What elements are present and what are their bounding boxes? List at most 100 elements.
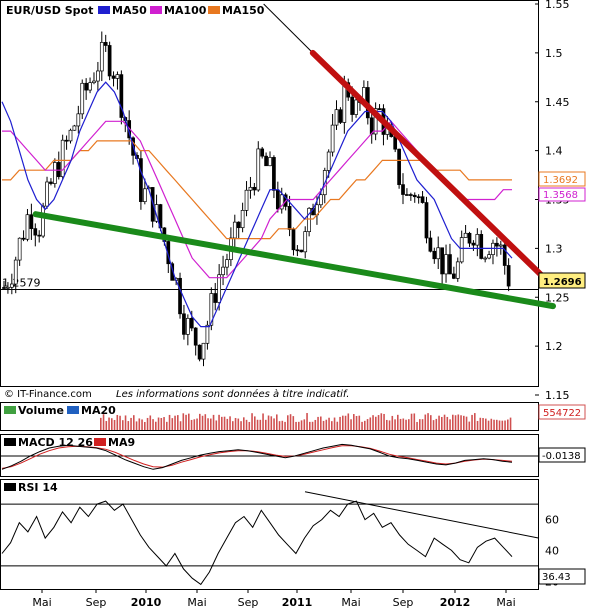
- candle-body: [111, 75, 116, 79]
- volume-bar: [124, 415, 127, 430]
- volume-bar: [155, 421, 157, 430]
- volume-bar: [122, 420, 124, 430]
- volume-bar: [163, 417, 165, 430]
- volume-bar: [185, 414, 187, 430]
- volume-bar: [347, 413, 350, 430]
- volume-bar: [446, 416, 449, 430]
- volume-bar: [485, 418, 487, 430]
- legend-macd-ma9: MA9: [108, 436, 135, 449]
- candle-body: [139, 158, 143, 202]
- volume-bar: [157, 417, 160, 430]
- volume-bar: [408, 419, 410, 430]
- volume-bar: [135, 421, 138, 430]
- volume-bar: [496, 419, 498, 430]
- candle-body: [373, 108, 378, 135]
- price-candles: [2, 31, 511, 367]
- candle-body: [444, 254, 448, 275]
- volume-bar: [237, 418, 240, 430]
- volume-bar: [111, 418, 113, 430]
- volume-bar: [141, 419, 143, 430]
- candle-body: [37, 234, 42, 237]
- volume-bar: [353, 414, 355, 430]
- volume-bar: [501, 420, 504, 430]
- candle-body: [154, 204, 159, 222]
- candle-body: [236, 221, 241, 229]
- price-tick-label: 1.4: [545, 145, 563, 158]
- volume-bar: [201, 415, 204, 430]
- volume-bar: [256, 419, 259, 430]
- volume-bar: [402, 418, 405, 430]
- candle-body: [197, 344, 202, 360]
- legend-volume-swatch: [4, 406, 16, 414]
- candle-body: [467, 232, 472, 244]
- volume-bar: [281, 420, 284, 430]
- volume-bar: [490, 418, 493, 430]
- last-price: 1.2696: [543, 277, 582, 288]
- candle-body: [99, 42, 104, 72]
- candle-body: [29, 214, 34, 229]
- candle-body: [452, 273, 456, 279]
- candle-body: [272, 157, 276, 191]
- volume-bar: [212, 414, 215, 430]
- volume-bar: [463, 415, 465, 430]
- candle-body: [268, 157, 272, 167]
- volume-bar: [465, 416, 468, 430]
- rsi-tick-label: 40: [545, 544, 559, 557]
- volume-bar: [468, 421, 471, 430]
- candle-body: [33, 228, 38, 236]
- time-tick-label: 2012: [440, 596, 471, 609]
- price-tick-label: 1.15: [545, 389, 570, 402]
- ma150-value: 1.3692: [543, 175, 578, 186]
- candle-body: [475, 234, 480, 246]
- legend-macd: MACD 12 26: [18, 436, 93, 449]
- volume-bar: [179, 421, 182, 430]
- candle-body: [401, 184, 405, 195]
- candle-body: [256, 148, 261, 191]
- candle-body: [416, 196, 421, 199]
- candle-body: [334, 109, 339, 126]
- candle-body: [440, 247, 444, 275]
- volume-bar: [366, 419, 369, 430]
- volume-bar: [287, 415, 289, 430]
- volume-bar: [102, 414, 105, 430]
- candle-body: [354, 99, 358, 115]
- volume-bar: [322, 420, 325, 430]
- candle-body: [80, 82, 85, 115]
- candle-body: [232, 221, 237, 239]
- volume-bar: [331, 421, 333, 430]
- volume-bar: [394, 419, 396, 430]
- candle-body: [68, 129, 73, 142]
- resistance-trendline: [309, 49, 546, 280]
- volume-bar: [424, 414, 427, 430]
- rsi-tick-label: 60: [545, 514, 559, 527]
- volume-bar: [361, 421, 363, 430]
- volume-bar: [177, 415, 179, 430]
- volume-bar: [229, 416, 231, 430]
- volume-bar: [438, 415, 440, 430]
- candle-body: [205, 324, 210, 344]
- candle-body: [92, 80, 96, 84]
- volume-panel-frame: [0, 402, 539, 431]
- candle-body: [166, 241, 171, 265]
- volume-bar: [383, 413, 385, 430]
- volume-bar: [498, 420, 501, 430]
- support-trendline: [32, 211, 556, 310]
- candle-body: [217, 274, 222, 303]
- candle-body: [25, 214, 30, 240]
- candle-body: [279, 194, 284, 210]
- candle-body: [221, 266, 225, 276]
- volume-bar: [204, 414, 207, 430]
- ma100-value-badge: [538, 187, 586, 202]
- candle-body: [209, 293, 214, 326]
- volume-bar: [336, 421, 339, 430]
- volume-bar: [449, 419, 451, 430]
- legend-ma100-swatch: [150, 6, 162, 14]
- volume-bar: [298, 421, 300, 430]
- candle-body: [49, 181, 53, 184]
- volume-bar: [105, 421, 108, 430]
- candle-body: [178, 277, 182, 315]
- candle-body: [495, 242, 499, 247]
- volume-bar: [182, 413, 185, 430]
- volume-bar: [457, 414, 460, 430]
- candle-body: [377, 108, 382, 110]
